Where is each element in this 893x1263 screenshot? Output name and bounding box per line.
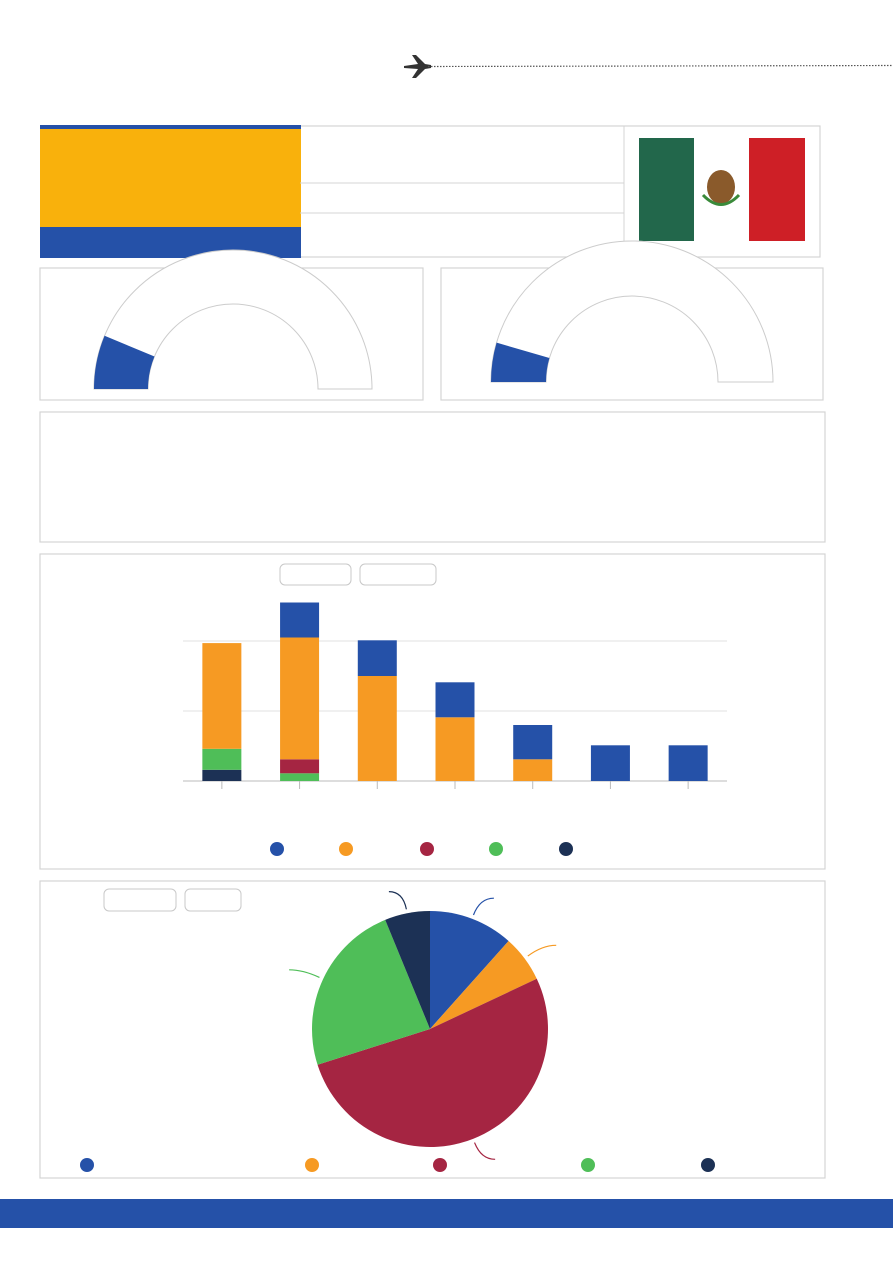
leader-line xyxy=(388,891,407,910)
bar-segment xyxy=(202,769,242,781)
bar-segment xyxy=(280,637,320,760)
pie-slice xyxy=(430,940,537,1029)
pie-slice xyxy=(430,911,509,1029)
text-panel xyxy=(39,411,826,543)
bar-segment xyxy=(513,725,553,760)
gauge-track xyxy=(93,249,373,390)
flag-green xyxy=(639,138,694,241)
legend-dot xyxy=(559,842,573,856)
bar-segment xyxy=(435,682,475,718)
legend-dot xyxy=(339,842,353,856)
legend-dot xyxy=(489,842,503,856)
flag-wreath xyxy=(701,193,741,206)
legend-dot xyxy=(701,1158,715,1172)
legend-dot xyxy=(420,842,434,856)
legend-dot xyxy=(581,1158,595,1172)
legend-dot xyxy=(80,1158,94,1172)
plane-header xyxy=(404,55,893,78)
header-card xyxy=(40,125,821,258)
leader-line xyxy=(473,1142,496,1160)
legend-dot xyxy=(270,842,284,856)
leader-line xyxy=(289,969,320,978)
bar-segment xyxy=(357,640,397,676)
plane-icon xyxy=(404,55,431,78)
gauge-track xyxy=(490,240,774,383)
flag-emblem xyxy=(707,170,735,204)
pie-slice xyxy=(385,911,430,1029)
filter-button[interactable] xyxy=(184,888,242,912)
header-yellow xyxy=(40,129,301,227)
gauge-fill xyxy=(491,342,550,382)
leader-line xyxy=(527,944,557,957)
bar-segment xyxy=(280,773,320,781)
filter-button[interactable] xyxy=(279,563,352,586)
pie-slice xyxy=(317,978,548,1147)
gauge-fill xyxy=(94,335,155,389)
bar-segment xyxy=(280,759,320,774)
mexico-flag xyxy=(639,138,805,241)
bar-segment xyxy=(435,717,475,781)
dotted-route xyxy=(427,64,893,68)
bar-segment xyxy=(513,759,553,781)
bar-segment xyxy=(357,676,397,781)
footer-bar xyxy=(0,1199,893,1228)
filter-button[interactable] xyxy=(103,888,177,912)
bar-segment xyxy=(202,643,242,749)
header-strip xyxy=(40,125,301,129)
pie-slice xyxy=(311,919,430,1065)
bar-segment xyxy=(590,745,630,781)
legend-dot xyxy=(305,1158,319,1172)
bar-segment xyxy=(280,602,320,638)
flag-red xyxy=(749,138,805,241)
bar-segment xyxy=(668,745,708,781)
legend-dot xyxy=(433,1158,447,1172)
bar-segment xyxy=(202,748,242,770)
leader-line xyxy=(472,897,494,916)
filter-button[interactable] xyxy=(359,563,437,586)
